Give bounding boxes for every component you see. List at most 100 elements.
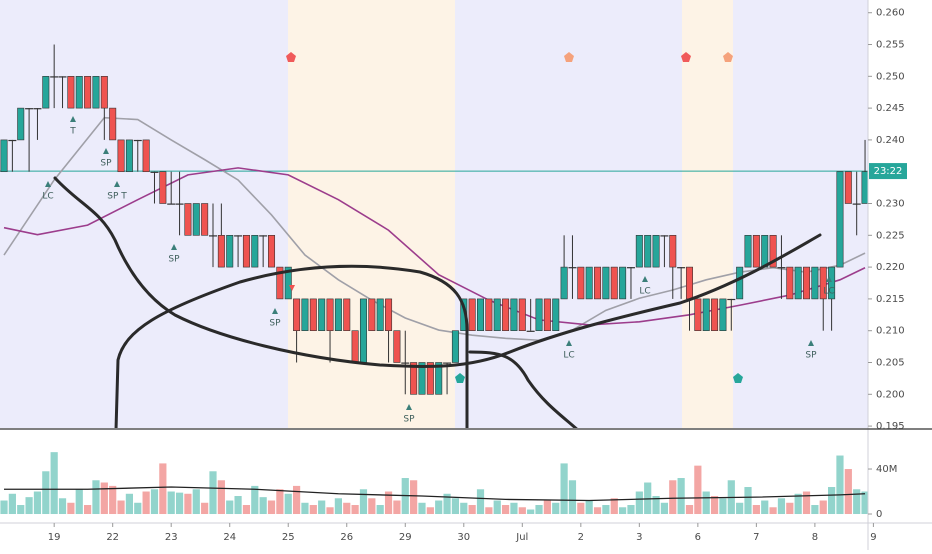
candle-body [326, 298, 334, 331]
candle-body [719, 298, 727, 331]
x-tick-label: 23 [165, 532, 178, 543]
candle-body [526, 330, 535, 332]
candle-body [635, 235, 643, 268]
signal-marker [564, 52, 574, 62]
x-tick-label: 19 [48, 532, 61, 543]
annotation-arrow [272, 308, 278, 314]
signal-marker [289, 285, 295, 291]
candle-body [359, 298, 367, 363]
volume-bar [418, 502, 426, 515]
volume-bar [777, 498, 786, 515]
annotations: LC T SP SP T SP SP SP LC LC LC SP [42, 116, 835, 425]
candle-body [485, 298, 493, 331]
volume-bar [33, 491, 42, 515]
candle-body [660, 235, 669, 237]
volume-bar [175, 492, 184, 515]
candle-body [251, 235, 259, 268]
candle-body [175, 203, 184, 205]
x-tick-label: 9 [870, 532, 876, 543]
candle-body [677, 267, 686, 269]
candle-body [443, 362, 452, 364]
volume-bar [644, 482, 652, 515]
volume-bar [593, 507, 602, 515]
price-label-box [869, 163, 907, 180]
volume-bar [159, 463, 167, 515]
volume-bar [719, 498, 727, 515]
volume-bar [568, 480, 577, 515]
volume-bar [468, 505, 476, 515]
volume-bar [42, 471, 50, 515]
candle-body [535, 298, 543, 331]
annotation-label: LC [42, 192, 53, 202]
drawings [53, 176, 822, 428]
candle-body [259, 235, 268, 237]
volume-bar [0, 500, 8, 515]
annotation-label: LC [639, 287, 650, 297]
candle-body [393, 330, 401, 363]
candle-body [75, 76, 83, 109]
candle-body [309, 298, 317, 331]
candle-body [819, 266, 827, 300]
candle-body [610, 266, 618, 300]
annotation-arrow [114, 181, 120, 187]
volume-bar [552, 502, 560, 515]
volume-bar [861, 491, 868, 515]
volume-bar [84, 505, 92, 515]
candle-body [109, 107, 117, 141]
annotation-label: SP [805, 351, 817, 361]
candle-body [150, 171, 159, 173]
annotation-label: LC [563, 351, 574, 361]
signal-marker [723, 52, 733, 62]
annotation-label: SP [100, 159, 112, 169]
candle-body [602, 266, 610, 300]
volume-bar [761, 500, 769, 515]
volume-bar [75, 489, 83, 515]
candle-body [669, 235, 677, 268]
annotation-arrow [406, 404, 412, 410]
volume-bar [142, 491, 150, 515]
y-tick-label: 0.230 [876, 199, 905, 210]
volume-bar [426, 507, 434, 515]
volume-bar [410, 480, 418, 515]
candle-body [477, 298, 485, 331]
volume-bar [368, 498, 376, 515]
volume-bar [602, 505, 610, 515]
volume-bar [518, 507, 526, 515]
volume-bar [301, 502, 309, 515]
volume-bar [192, 489, 200, 515]
candle-body [493, 298, 501, 331]
volume-bar [209, 471, 217, 515]
volume-bar [577, 502, 585, 515]
annotation-arrow [45, 181, 51, 187]
y-tick-label: 0.255 [876, 40, 905, 51]
annotation-arrow [642, 276, 648, 282]
volume-bar [343, 502, 351, 515]
candle-body [769, 235, 777, 268]
candle-body [201, 203, 209, 236]
candle-body [727, 298, 736, 301]
candle-body [25, 108, 34, 110]
volume-bar [543, 500, 551, 515]
candle-body [351, 330, 359, 363]
volume-bar [677, 478, 685, 515]
volume-bar [752, 505, 760, 515]
annotation-label: SP [168, 255, 180, 265]
volume-bar [635, 491, 643, 515]
candle-body [652, 235, 660, 268]
volume-bar [351, 505, 359, 515]
candle-body [761, 235, 769, 268]
volume-bar [234, 496, 242, 515]
candle-body [284, 266, 292, 300]
candle-body [125, 139, 133, 173]
x-tick-label: 25 [282, 532, 295, 543]
candle-body [209, 235, 218, 237]
candle-body [518, 298, 526, 331]
volume-bar [134, 502, 142, 515]
candle-body [811, 266, 819, 300]
signal-marker [733, 373, 743, 383]
volume-bar [836, 455, 844, 515]
candle-body [786, 266, 794, 300]
candle-body [410, 362, 418, 395]
volume-bar [694, 465, 702, 515]
